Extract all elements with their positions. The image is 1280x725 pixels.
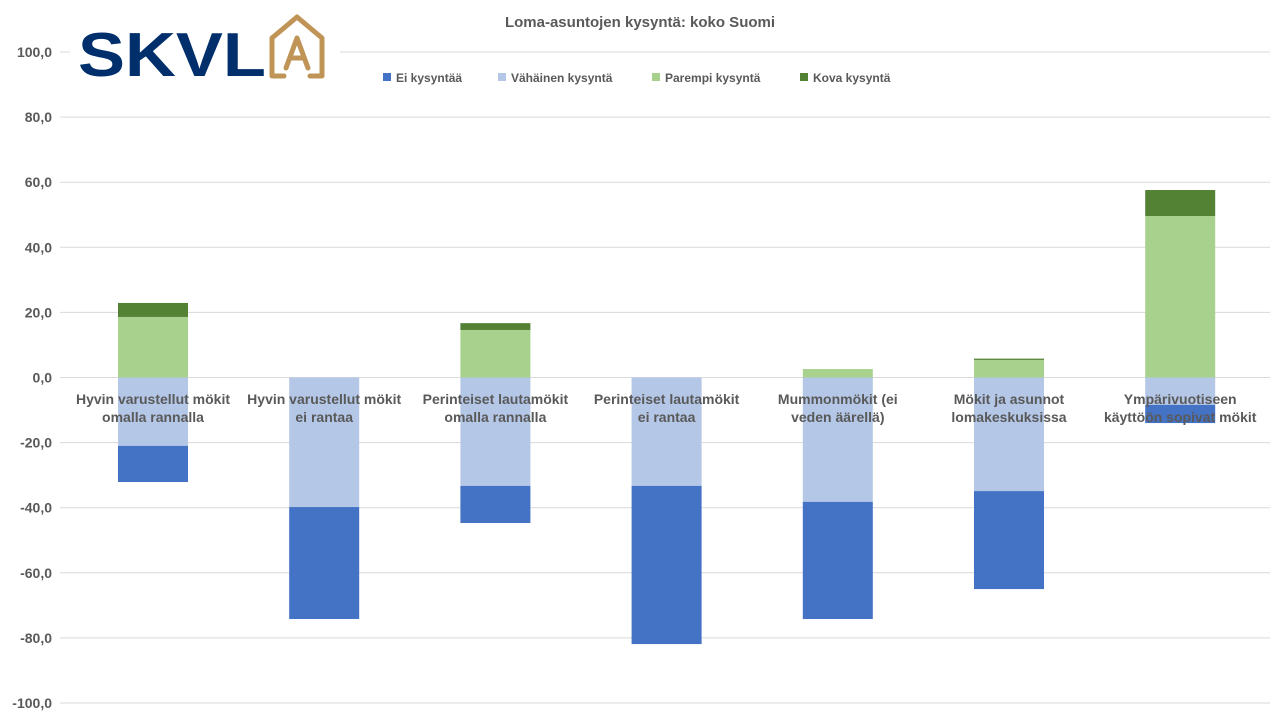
bar-segment-0 — [289, 507, 360, 620]
legend-label: Kova kysyntä — [813, 71, 891, 85]
legend-label: Parempi kysyntä — [665, 71, 761, 85]
category-label: Hyvin varustellut mökit — [247, 391, 401, 407]
bar-segment-1 — [1145, 377, 1216, 405]
bar-segment-2 — [1145, 216, 1216, 378]
y-tick-label: 20,0 — [25, 304, 52, 320]
category-label: käyttöön sopivat mökit — [1104, 409, 1257, 425]
bar-segment-0 — [631, 485, 702, 645]
category-label: lomakeskuksissa — [951, 409, 1066, 425]
bar-segment-0 — [460, 485, 531, 523]
bar-segment-2 — [118, 316, 188, 378]
y-tick-label: -80,0 — [20, 630, 52, 646]
bar-segment-2 — [974, 359, 1044, 378]
y-tick-label: 60,0 — [25, 174, 52, 190]
bar-segment-1 — [631, 377, 702, 486]
bar-segment-0 — [802, 501, 873, 620]
category-label: Hyvin varustellut mökit — [76, 391, 230, 407]
bars — [118, 190, 1216, 645]
skvla-logo: SKVL — [70, 10, 340, 90]
bar-segment-1 — [118, 377, 188, 446]
y-tick-label: -40,0 — [20, 500, 52, 516]
bar-segment-0 — [974, 491, 1044, 590]
y-tick-label: 100,0 — [17, 44, 52, 60]
bar-segment-3 — [974, 358, 1044, 360]
chart-title: Loma-asuntojen kysyntä: koko Suomi — [505, 14, 775, 31]
category-label: Mummonmökit (ei — [778, 391, 898, 407]
y-tick-label: 80,0 — [25, 109, 52, 125]
legend: Ei kysyntää Vähäinen kysyntä Parempi kysyn… — [383, 71, 891, 85]
bar-segment-1 — [802, 377, 873, 502]
bar-segment-1 — [974, 377, 1044, 492]
category-label: ei rantaa — [295, 409, 353, 425]
legend-swatch — [383, 73, 391, 81]
bar-segment-0 — [118, 445, 188, 482]
legend-label: Ei kysyntää — [396, 71, 462, 85]
category-label: omalla rannalla — [102, 409, 204, 425]
bar-segment-2 — [802, 369, 873, 378]
category-label: Mökit ja asunnot — [954, 391, 1065, 407]
category-label: Perinteiset lautamökit — [594, 391, 740, 407]
y-tick-label: -20,0 — [20, 435, 52, 451]
bar-segment-3 — [1145, 190, 1216, 217]
bar-segment-3 — [460, 323, 531, 330]
category-label: Ympärivuotiseen — [1124, 391, 1237, 407]
category-label: ei rantaa — [638, 409, 696, 425]
svg-text:SKVL: SKVL — [78, 21, 266, 90]
bar-segment-0 — [1145, 404, 1216, 424]
y-axis-ticks: 100,0 80,0 60,0 40,0 20,0 0,0 -20,0 -40,0 -60,0 -… — [12, 44, 52, 711]
legend-swatch — [800, 73, 808, 81]
y-tick-label: 40,0 — [25, 239, 52, 255]
legend-swatch — [652, 73, 660, 81]
y-tick-label: -100,0 — [12, 695, 52, 711]
bar-segment-2 — [460, 329, 531, 378]
legend-label: Vähäinen kysyntä — [511, 71, 613, 85]
category-label: veden äärellä) — [791, 409, 884, 425]
legend-swatch — [498, 73, 506, 81]
y-tick-label: -60,0 — [20, 565, 52, 581]
bar-segment-3 — [118, 302, 188, 317]
bar-segment-1 — [289, 377, 360, 508]
category-label: omalla rannalla — [444, 409, 546, 425]
bar-segment-1 — [460, 377, 531, 486]
y-tick-label: 0,0 — [33, 370, 53, 386]
category-labels: Hyvin varustellut mökit omalla rannalla Hy… — [76, 391, 1257, 425]
category-label: Perinteiset lautamökit — [423, 391, 569, 407]
